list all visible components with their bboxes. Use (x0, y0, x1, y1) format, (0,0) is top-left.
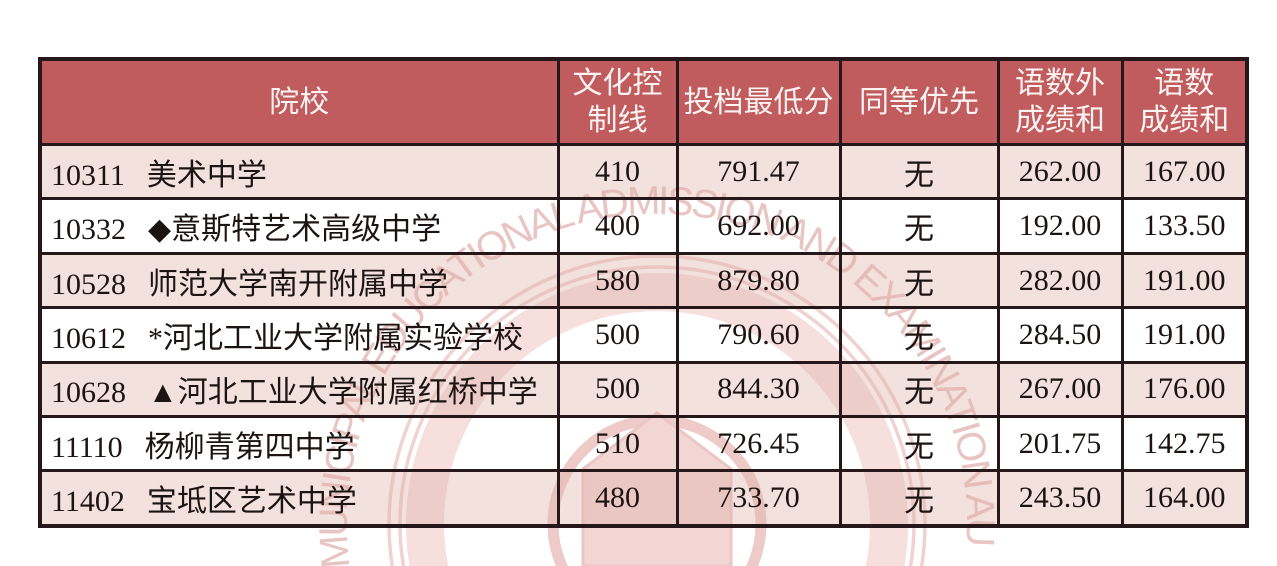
cell-chi_math_eng_sum: 243.50 (996, 469, 1124, 528)
cell-school: 11110 杨柳青第四中学 (38, 415, 560, 473)
table-row: 11110 杨柳青第四中学 510 726.45 无 201.75 142.75 (38, 415, 1249, 473)
cell-chi_math_eng_sum: 282.00 (996, 251, 1124, 310)
cell-equal_priority: 无 (838, 469, 1000, 528)
cell-chi_math_sum: 191.00 (1120, 306, 1249, 364)
cell-equal_priority: 无 (838, 251, 1000, 310)
school-code: 10628 (51, 376, 126, 410)
cell-equal_priority: 无 (838, 197, 1000, 255)
school-code: 10612 (51, 321, 126, 355)
cell-school: 10528 师范大学南开附属中学 (38, 251, 560, 310)
school-code: 11110 (51, 430, 123, 464)
admission-score-table: 院校 文化控 制线 投档最低分 同等优先 语数外 成绩和 语数 成绩和 10311 美术中学… (38, 57, 1249, 528)
school-name: 宝坻区艺术中学 (146, 485, 357, 519)
cell-school: 10311 美术中学 (38, 142, 560, 201)
cell-chi_math_eng_sum: 201.75 (996, 415, 1124, 473)
school-name: ▲河北工业大学附属红桥中学 (148, 376, 538, 410)
table-header: 院校 文化控 制线 投档最低分 同等优先 语数外 成绩和 语数 成绩和 (38, 57, 1249, 146)
cell-min_score: 879.80 (675, 251, 842, 310)
table-row: 10311 美术中学 410 791.47 无 262.00 167.00 (38, 142, 1249, 201)
cell-equal_priority: 无 (838, 415, 1000, 473)
cell-school: 10628 ▲河北工业大学附属红桥中学 (38, 360, 560, 419)
cell-control_line: 500 (556, 306, 679, 364)
school-code: 11402 (51, 485, 125, 519)
table-row: 10332 ◆意斯特艺术高级中学 400 692.00 无 192.00 133.50 (38, 197, 1249, 255)
school-code: 10311 (51, 158, 125, 192)
column-header-equal_priority: 同等优先 (838, 57, 1000, 146)
school-name: 杨柳青第四中学 (144, 430, 355, 464)
school-code: 10528 (51, 267, 126, 301)
cell-min_score: 692.00 (675, 197, 842, 255)
cell-control_line: 580 (556, 251, 679, 310)
school-name: 师范大学南开附属中学 (148, 267, 448, 301)
cell-chi_math_sum: 167.00 (1120, 142, 1249, 201)
cell-min_score: 726.45 (675, 415, 842, 473)
cell-min_score: 844.30 (675, 360, 842, 419)
table-row: 10628 ▲河北工业大学附属红桥中学 500 844.30 无 267.00 176.00 (38, 360, 1249, 419)
cell-chi_math_sum: 176.00 (1120, 360, 1249, 419)
column-header-control_line: 文化控 制线 (556, 57, 679, 146)
cell-equal_priority: 无 (838, 360, 1000, 419)
cell-min_score: 790.60 (675, 306, 842, 364)
cell-min_score: 791.47 (675, 142, 842, 201)
table-row: 10528 师范大学南开附属中学 580 879.80 无 282.00 191.00 (38, 251, 1249, 310)
school-name: *河北工业大学附属实验学校 (148, 321, 523, 355)
school-name: 美术中学 (146, 158, 267, 192)
cell-chi_math_eng_sum: 262.00 (996, 142, 1124, 201)
cell-chi_math_eng_sum: 267.00 (996, 360, 1124, 419)
cell-chi_math_eng_sum: 192.00 (996, 197, 1124, 255)
cell-control_line: 400 (556, 197, 679, 255)
cell-min_score: 733.70 (675, 469, 842, 528)
column-header-school: 院校 (38, 57, 560, 146)
column-header-min_score: 投档最低分 (675, 57, 842, 146)
cell-control_line: 480 (556, 469, 679, 528)
cell-chi_math_sum: 142.75 (1120, 415, 1249, 473)
table-row: 10612 *河北工业大学附属实验学校 500 790.60 无 284.50 191.00 (38, 306, 1249, 364)
cell-chi_math_sum: 164.00 (1120, 469, 1249, 528)
school-name: ◆意斯特艺术高级中学 (148, 213, 442, 247)
cell-equal_priority: 无 (838, 306, 1000, 364)
table-row: 11402 宝坻区艺术中学 480 733.70 无 243.50 164.00 (38, 469, 1249, 528)
table-body: 10311 美术中学 410 791.47 无 262.00 167.00 10332 ◆意斯特… (38, 142, 1249, 528)
column-header-chi_math_sum: 语数 成绩和 (1120, 57, 1249, 146)
cell-control_line: 500 (556, 360, 679, 419)
cell-school: 11402 宝坻区艺术中学 (38, 469, 560, 528)
cell-control_line: 510 (556, 415, 679, 473)
cell-chi_math_eng_sum: 284.50 (996, 306, 1124, 364)
cell-chi_math_sum: 191.00 (1120, 251, 1249, 310)
cell-chi_math_sum: 133.50 (1120, 197, 1249, 255)
header-row: 院校 文化控 制线 投档最低分 同等优先 语数外 成绩和 语数 成绩和 (38, 57, 1249, 146)
cell-school: 10612 *河北工业大学附属实验学校 (38, 306, 560, 364)
cell-control_line: 410 (556, 142, 679, 201)
cell-equal_priority: 无 (838, 142, 1000, 201)
cell-school: 10332 ◆意斯特艺术高级中学 (38, 197, 560, 255)
school-code: 10332 (51, 213, 126, 247)
column-header-chi_math_eng_sum: 语数外 成绩和 (996, 57, 1124, 146)
